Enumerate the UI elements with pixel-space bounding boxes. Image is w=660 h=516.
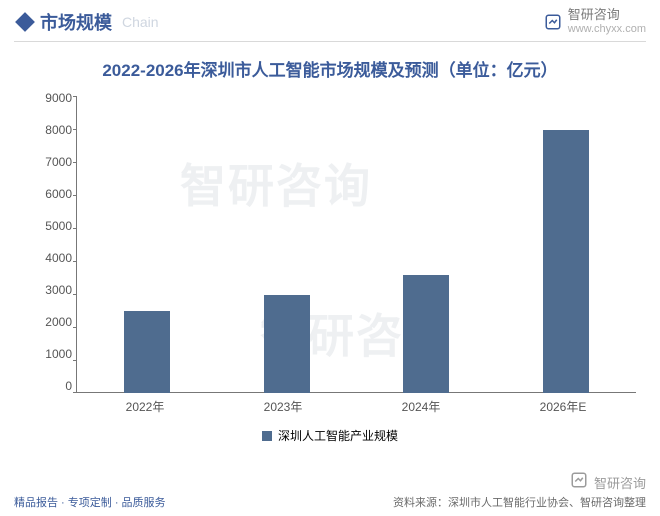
corner-brand: 智研咨询 <box>570 471 646 494</box>
diamond-icon <box>15 12 35 32</box>
x-tick-label: 2023年 <box>264 398 303 415</box>
x-tick-label: 2024年 <box>402 398 441 415</box>
y-tick-mark <box>73 129 77 130</box>
bar <box>264 295 310 394</box>
corner-brand-name: 智研咨询 <box>594 473 646 492</box>
y-tick-mark <box>73 195 77 196</box>
brand-icon <box>570 471 588 494</box>
y-tick-label: 7000 <box>45 155 72 169</box>
footer-right: 资料来源：深圳市人工智能行业协会、智研咨询整理 <box>393 494 646 510</box>
header-title: 市场规模 <box>40 9 112 35</box>
y-tick-label: 2000 <box>45 315 72 329</box>
footer: 精品报告 · 专项定制 · 品质服务 资料来源：深圳市人工智能行业协会、智研咨询… <box>14 494 646 510</box>
bar <box>403 275 449 393</box>
footer-left: 精品报告 · 专项定制 · 品质服务 <box>14 494 166 510</box>
header-left: 市场规模 Chain <box>14 9 159 35</box>
plot-area <box>76 97 636 393</box>
y-tick-mark <box>73 327 77 328</box>
legend-swatch <box>262 431 272 441</box>
header-subtitle: Chain <box>122 14 159 30</box>
y-tick-mark <box>73 162 77 163</box>
brand-name: 智研咨询 <box>568 8 646 22</box>
bars-container <box>77 97 636 393</box>
y-axis: 9000 8000 7000 6000 5000 4000 3000 2000 1000 0 <box>24 91 72 393</box>
y-tick-mark <box>73 228 77 229</box>
x-tick-label: 2026年E <box>540 398 587 415</box>
y-tick-label: 1000 <box>45 347 72 361</box>
y-tick-mark <box>73 360 77 361</box>
y-tick-mark <box>73 261 77 262</box>
header-brand: 智研咨询 www.chyxx.com <box>544 8 646 35</box>
legend-label: 深圳人工智能产业规模 <box>278 427 398 444</box>
brand-url: www.chyxx.com <box>568 23 646 35</box>
bar-chart: 9000 8000 7000 6000 5000 4000 3000 2000 1000 0 20… <box>24 91 636 421</box>
y-tick-label: 4000 <box>45 251 72 265</box>
y-tick-label: 6000 <box>45 187 72 201</box>
y-tick-label: 8000 <box>45 123 72 137</box>
header: 市场规模 Chain 智研咨询 www.chyxx.com <box>0 0 660 41</box>
y-tick-mark <box>73 392 77 393</box>
y-tick-label: 3000 <box>45 283 72 297</box>
y-tick-label: 5000 <box>45 219 72 233</box>
bar <box>543 130 589 393</box>
x-axis-labels: 2022年 2023年 2024年 2026年E <box>76 398 636 415</box>
y-tick-mark <box>73 294 77 295</box>
y-tick-mark <box>73 96 77 97</box>
legend: 深圳人工智能产业规模 <box>0 427 660 444</box>
chart-title: 2022-2026年深圳市人工智能市场规模及预测（单位：亿元） <box>0 42 660 91</box>
brand-icon <box>544 13 562 31</box>
y-tick-label: 9000 <box>45 91 72 105</box>
y-tick-label: 0 <box>65 379 72 393</box>
bar <box>124 311 170 393</box>
x-tick-label: 2022年 <box>126 398 165 415</box>
